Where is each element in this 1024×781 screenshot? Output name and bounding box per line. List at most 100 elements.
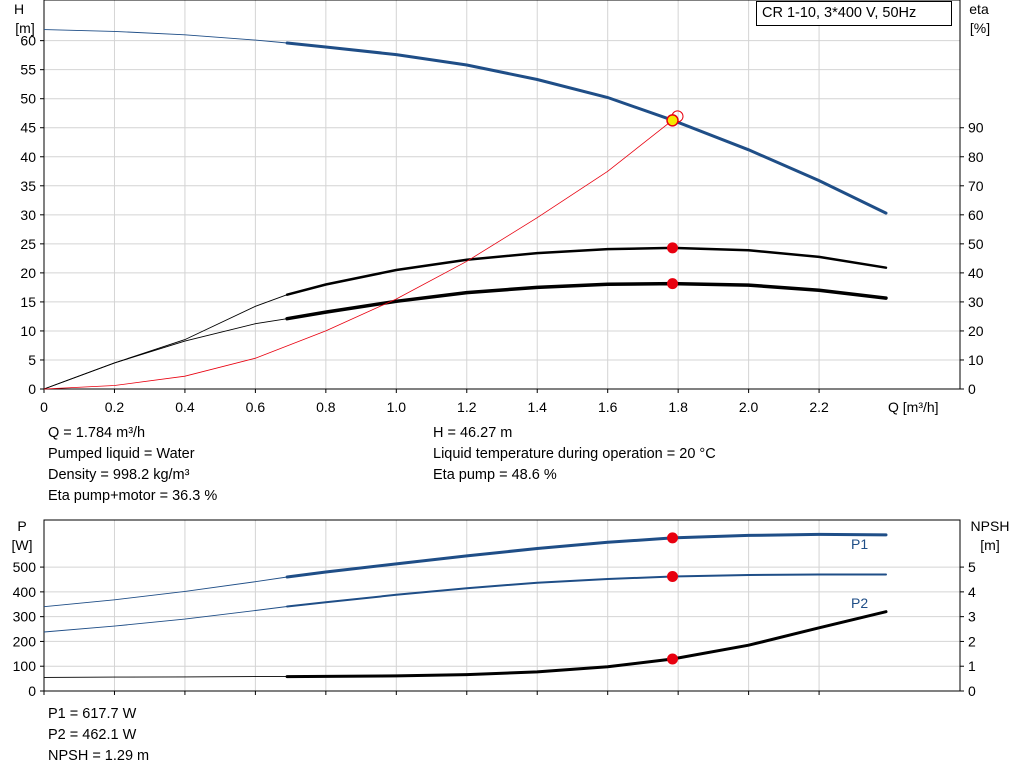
x-tick-label: 0.6 bbox=[246, 399, 266, 415]
bottom-left-tick-label: 100 bbox=[13, 658, 37, 674]
top-left-tick-label: 50 bbox=[20, 91, 36, 107]
bottom-chart-grid bbox=[44, 520, 960, 691]
x-tick-label: 0 bbox=[40, 399, 48, 415]
p1-extension-line bbox=[43, 576, 288, 608]
top-left-tick-label: 25 bbox=[20, 236, 36, 252]
info-top-left: Q = 1.784 m³/h Pumped liquid = Water Den… bbox=[48, 423, 217, 507]
eta-pump-motor-extension-line bbox=[43, 318, 288, 390]
bottom-left-tick-label: 300 bbox=[13, 609, 37, 625]
p1-series-label: P1 bbox=[851, 536, 868, 552]
top-left-tick-label: 30 bbox=[20, 207, 36, 223]
top-right-tick-label: 60 bbox=[968, 207, 984, 223]
p2-series-label: P2 bbox=[851, 595, 868, 611]
info-bottom: P1 = 617.7 W P2 = 462.1 W NPSH = 1.29 m bbox=[48, 704, 149, 767]
info-p1: P1 = 617.7 W bbox=[48, 706, 137, 722]
top-right-tick-label: 90 bbox=[968, 120, 984, 136]
bottom-left-axis-title-line1: P bbox=[17, 518, 26, 534]
eta-pump-motor-curve-line bbox=[285, 281, 888, 321]
info-liquid-temperature: Liquid temperature during operation = 20… bbox=[433, 446, 716, 462]
eta-pump-motor-duty-marker bbox=[667, 278, 679, 290]
top-right-tick-label: 40 bbox=[968, 265, 984, 281]
npsh-extension-line bbox=[43, 676, 288, 678]
top-chart-series bbox=[43, 29, 888, 390]
x-tick-label: 2.0 bbox=[739, 399, 759, 415]
x-tick-label: 0.4 bbox=[175, 399, 195, 415]
bottom-right-tick-label: 2 bbox=[968, 633, 976, 649]
p2-extension-line bbox=[43, 606, 288, 633]
top-left-tick-label: 5 bbox=[28, 352, 36, 368]
bottom-left-axis-title-line2: [W] bbox=[12, 537, 33, 553]
x-tick-label: 0.2 bbox=[105, 399, 125, 415]
x-axis-title: Q [m³/h] bbox=[888, 399, 939, 415]
top-right-tick-label: 10 bbox=[968, 352, 984, 368]
info-flow: Q = 1.784 m³/h bbox=[48, 425, 146, 441]
x-tick-label: 1.4 bbox=[527, 399, 547, 415]
top-chart-frame bbox=[43, 0, 961, 390]
bottom-right-tick-label: 4 bbox=[968, 584, 976, 600]
top-left-tick-label: 35 bbox=[20, 178, 36, 194]
h-curve-line bbox=[285, 41, 888, 215]
info-p2: P2 = 462.1 W bbox=[48, 727, 137, 743]
p2-curve-line bbox=[286, 573, 887, 608]
bottom-right-tick-label: 5 bbox=[968, 559, 976, 575]
info-pumped-liquid: Pumped liquid = Water bbox=[48, 446, 195, 462]
top-left-tick-label: 45 bbox=[20, 120, 36, 136]
bottom-right-tick-label: 0 bbox=[968, 683, 976, 699]
top-chart-ticks: 0 0.2 0.4 0.6 0.8 1.0 1.2 1.4 1.6 1.8 2.0 2.2 0 5 10 15… bbox=[20, 33, 983, 415]
top-left-tick-label: 0 bbox=[28, 381, 36, 397]
bottom-left-tick-label: 0 bbox=[28, 683, 36, 699]
chart-markers bbox=[666, 110, 684, 665]
x-tick-label: 0.8 bbox=[316, 399, 336, 415]
top-right-tick-label: 0 bbox=[968, 381, 976, 397]
eta-pump-duty-marker bbox=[667, 242, 679, 254]
top-left-tick-label: 20 bbox=[20, 265, 36, 281]
bottom-right-axis-title-line1: NPSH bbox=[971, 518, 1010, 534]
x-tick-label: 1.6 bbox=[598, 399, 618, 415]
x-tick-label: 1.8 bbox=[668, 399, 688, 415]
bottom-right-axis-title-line2: [m] bbox=[980, 537, 999, 553]
bottom-left-tick-label: 200 bbox=[13, 633, 37, 649]
top-chart-grid bbox=[44, 0, 960, 389]
top-right-tick-label: 80 bbox=[968, 149, 984, 165]
top-left-tick-label: 40 bbox=[20, 149, 36, 165]
info-head: H = 46.27 m bbox=[433, 425, 513, 441]
bottom-left-tick-label: 400 bbox=[13, 584, 37, 600]
info-density: Density = 998.2 kg/m³ bbox=[48, 467, 190, 483]
top-right-axis-title-line2: [%] bbox=[970, 20, 990, 36]
top-left-tick-label: 60 bbox=[20, 33, 36, 49]
top-right-tick-label: 50 bbox=[968, 236, 984, 252]
h-extension-line bbox=[43, 29, 288, 44]
top-right-tick-label: 30 bbox=[968, 294, 984, 310]
info-eta-pump-motor: Eta pump+motor = 36.3 % bbox=[48, 488, 218, 504]
pump-title-badge: CR 1-10, 3*400 V, 50Hz bbox=[756, 1, 952, 26]
top-left-tick-label: 15 bbox=[20, 294, 36, 310]
bottom-chart-frame bbox=[43, 519, 961, 692]
info-npsh: NPSH = 1.29 m bbox=[48, 748, 150, 764]
info-top-right: H = 46.27 m Liquid temperature during op… bbox=[433, 423, 716, 486]
top-right-tick-label: 20 bbox=[968, 323, 984, 339]
x-tick-label: 1.0 bbox=[387, 399, 407, 415]
bottom-right-tick-label: 1 bbox=[968, 658, 976, 674]
bottom-chart-series bbox=[43, 532, 888, 679]
info-eta-pump: Eta pump = 48.6 % bbox=[433, 467, 557, 483]
top-left-tick-label: 10 bbox=[20, 323, 36, 339]
bottom-right-tick-label: 3 bbox=[968, 609, 976, 625]
h-eta-pump-line bbox=[43, 119, 673, 390]
npsh-curve-line bbox=[285, 610, 888, 679]
bottom-left-tick-label: 500 bbox=[13, 559, 37, 575]
top-left-tick-label: 55 bbox=[20, 62, 36, 78]
top-right-tick-label: 70 bbox=[968, 178, 984, 194]
duty-point-marker bbox=[666, 114, 679, 127]
top-right-axis-title-line1: eta bbox=[969, 1, 989, 17]
p1-curve-line bbox=[285, 532, 888, 579]
p1-duty-marker bbox=[667, 532, 679, 544]
npsh-duty-marker bbox=[667, 653, 679, 665]
top-left-axis-title-line2: [m] bbox=[15, 20, 34, 36]
eta-pump-extension-line bbox=[43, 294, 288, 390]
x-tick-label: 2.2 bbox=[809, 399, 829, 415]
bottom-chart-ticks: 0 100 200 300 400 500 0 1 2 3 4 5 bbox=[13, 559, 976, 699]
top-left-axis-title-line1: H bbox=[14, 1, 24, 17]
eta-pump-curve-line bbox=[285, 246, 888, 296]
x-tick-label: 1.2 bbox=[457, 399, 477, 415]
